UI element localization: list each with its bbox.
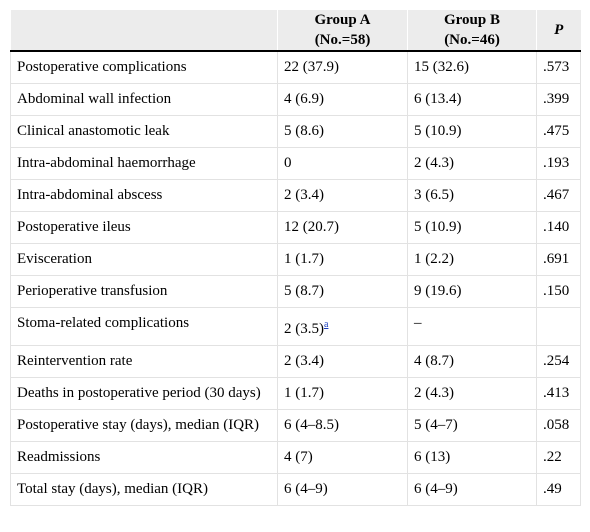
p-value: .475 xyxy=(536,115,581,148)
table-row: Deaths in postoperative period (30 days)… xyxy=(10,377,581,410)
row-label: Reintervention rate xyxy=(10,345,278,378)
table-row: Abdominal wall infection 4 (6.9) 6 (13.4… xyxy=(10,83,581,116)
results-table: Group A (No.=58) Group B (No.=46) P Post… xyxy=(10,10,581,506)
group-a-value: 2 (3.5) xyxy=(284,321,324,337)
row-label: Clinical anastomotic leak xyxy=(10,115,278,148)
group-a-value: 12 (20.7) xyxy=(277,211,408,244)
group-b-value: – xyxy=(407,307,537,346)
group-b-value: 1 (2.2) xyxy=(407,243,537,276)
group-b-value: 2 (4.3) xyxy=(407,377,537,410)
table-header: Group A (No.=58) Group B (No.=46) P xyxy=(10,10,581,52)
group-b-value: 3 (6.5) xyxy=(407,179,537,212)
table-row: Perioperative transfusion 5 (8.7) 9 (19.… xyxy=(10,275,581,308)
footnote-marker: a xyxy=(324,316,328,330)
p-value: .150 xyxy=(536,275,581,308)
header-group-a-count: (No.=58) xyxy=(314,32,371,48)
group-a-value: 4 (6.9) xyxy=(277,83,408,116)
group-b-value: 2 (4.3) xyxy=(407,147,537,180)
table-row: Postoperative complications 22 (37.9) 15… xyxy=(10,50,581,84)
header-group-b: Group B (No.=46) xyxy=(407,10,537,52)
row-label: Deaths in postoperative period (30 days) xyxy=(10,377,278,410)
p-value: .22 xyxy=(536,441,581,474)
p-value: .254 xyxy=(536,345,581,378)
group-a-value: 2 (3.4) xyxy=(277,345,408,378)
row-label: Evisceration xyxy=(10,243,278,276)
row-label: Abdominal wall infection xyxy=(10,83,278,116)
group-a-value: 4 (7) xyxy=(277,441,408,474)
group-b-value: 6 (13) xyxy=(407,441,537,474)
table-body: Postoperative complications 22 (37.9) 15… xyxy=(10,50,581,506)
p-value: .058 xyxy=(536,409,581,442)
table-row: Intra-abdominal haemorrhage 0 2 (4.3) .1… xyxy=(10,147,581,180)
group-a-value: 6 (4–8.5) xyxy=(277,409,408,442)
header-row: Group A (No.=58) Group B (No.=46) P xyxy=(10,10,581,52)
row-label: Postoperative stay (days), median (IQR) xyxy=(10,409,278,442)
results-table-container: Group A (No.=58) Group B (No.=46) P Post… xyxy=(10,10,581,506)
group-b-value: 4 (8.7) xyxy=(407,345,537,378)
p-value: .413 xyxy=(536,377,581,410)
table-row: Reintervention rate 2 (3.4) 4 (8.7) .254 xyxy=(10,345,581,378)
group-a-value: 0 xyxy=(277,147,408,180)
group-a-value: 2 (3.4) xyxy=(277,179,408,212)
p-value: .399 xyxy=(536,83,581,116)
row-label: Intra-abdominal haemorrhage xyxy=(10,147,278,180)
row-label: Perioperative transfusion xyxy=(10,275,278,308)
group-a-value: 6 (4–9) xyxy=(277,473,408,506)
group-a-value-cell: 2 (3.5)a xyxy=(277,307,408,346)
p-value: .467 xyxy=(536,179,581,212)
row-label: Postoperative ileus xyxy=(10,211,278,244)
table-row: Clinical anastomotic leak 5 (8.6) 5 (10.… xyxy=(10,115,581,148)
header-group-b-title: Group B xyxy=(444,12,500,28)
header-group-a-title: Group A xyxy=(314,12,371,28)
p-value xyxy=(536,307,581,346)
p-value: .140 xyxy=(536,211,581,244)
header-group-a: Group A (No.=58) xyxy=(277,10,408,52)
p-value: .193 xyxy=(536,147,581,180)
group-b-value: 5 (10.9) xyxy=(407,115,537,148)
group-b-value: 5 (10.9) xyxy=(407,211,537,244)
table-row: Total stay (days), median (IQR) 6 (4–9) … xyxy=(10,473,581,506)
group-b-value: 5 (4–7) xyxy=(407,409,537,442)
group-a-value: 22 (37.9) xyxy=(277,50,408,84)
group-b-value: 15 (32.6) xyxy=(407,50,537,84)
row-label: Readmissions xyxy=(10,441,278,474)
header-label-column xyxy=(10,10,278,52)
header-group-b-count: (No.=46) xyxy=(444,32,500,48)
table-row: Stoma-related complications 2 (3.5)a – xyxy=(10,307,581,346)
row-label: Total stay (days), median (IQR) xyxy=(10,473,278,506)
group-a-value: 1 (1.7) xyxy=(277,377,408,410)
p-value: .691 xyxy=(536,243,581,276)
p-value: .49 xyxy=(536,473,581,506)
table-row: Readmissions 4 (7) 6 (13) .22 xyxy=(10,441,581,474)
table-row: Postoperative ileus 12 (20.7) 5 (10.9) .… xyxy=(10,211,581,244)
footnote-link[interactable]: a xyxy=(324,319,329,330)
table-row: Postoperative stay (days), median (IQR) … xyxy=(10,409,581,442)
row-label: Stoma-related complications xyxy=(10,307,278,346)
row-label: Postoperative complications xyxy=(10,50,278,84)
group-a-value: 5 (8.6) xyxy=(277,115,408,148)
group-a-value: 5 (8.7) xyxy=(277,275,408,308)
header-p-value: P xyxy=(536,10,581,52)
group-a-value: 1 (1.7) xyxy=(277,243,408,276)
table-row: Intra-abdominal abscess 2 (3.4) 3 (6.5) … xyxy=(10,179,581,212)
group-b-value: 6 (13.4) xyxy=(407,83,537,116)
row-label: Intra-abdominal abscess xyxy=(10,179,278,212)
group-b-value: 6 (4–9) xyxy=(407,473,537,506)
table-row: Evisceration 1 (1.7) 1 (2.2) .691 xyxy=(10,243,581,276)
p-value: .573 xyxy=(536,50,581,84)
group-b-value: 9 (19.6) xyxy=(407,275,537,308)
